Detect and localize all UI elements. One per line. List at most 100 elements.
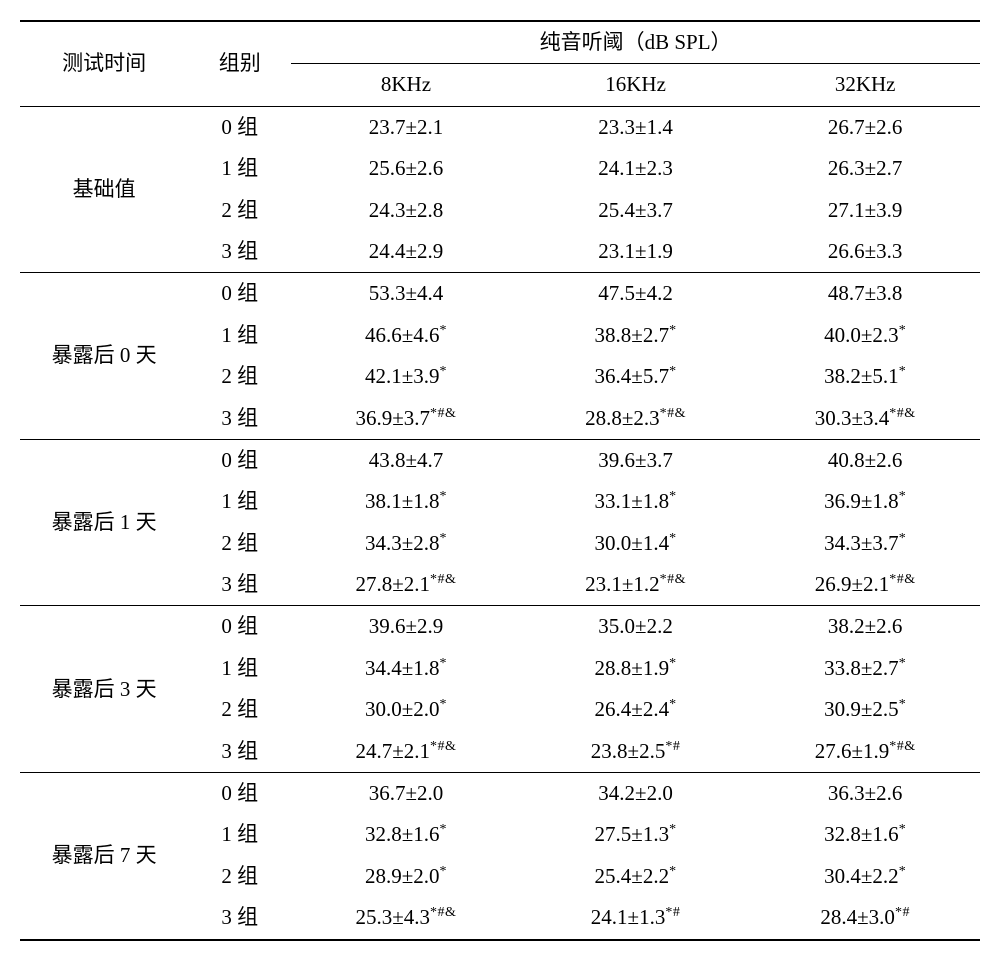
value-text: 36.7±2.0	[369, 781, 444, 805]
value-text: 27.6±1.9	[815, 739, 890, 763]
significance-marker: *#	[665, 905, 680, 920]
value-cell: 38.1±1.8*	[291, 481, 521, 522]
value-cell: 38.2±2.6	[750, 606, 980, 648]
value-cell: 24.3±2.8	[291, 190, 521, 231]
value-text: 25.3±4.3	[356, 905, 431, 929]
value-text: 38.8±2.7	[595, 323, 670, 347]
value-cell: 32.8±1.6*	[750, 814, 980, 855]
significance-marker: *	[899, 822, 907, 837]
value-cell: 23.1±1.2*#&	[521, 564, 751, 606]
value-cell: 25.4±2.2*	[521, 856, 751, 897]
value-text: 27.5±1.3	[595, 822, 670, 846]
data-table-container: 测试时间 组别 纯音听阈（dB SPL） 8KHz 16KHz 32KHz 基础…	[20, 20, 980, 941]
value-text: 30.0±1.4	[595, 531, 670, 555]
value-cell: 36.7±2.0	[291, 773, 521, 815]
group-cell: 1 组	[188, 315, 291, 356]
header-spanning: 纯音听阈（dB SPL）	[291, 21, 980, 64]
value-text: 23.1±1.9	[598, 239, 673, 263]
value-text: 36.9±1.8	[824, 489, 899, 513]
value-cell: 24.1±1.3*#	[521, 897, 751, 939]
significance-marker: *	[439, 531, 447, 546]
significance-marker: *#&	[889, 406, 915, 421]
value-text: 24.4±2.9	[369, 239, 444, 263]
header-col-16khz: 16KHz	[521, 64, 751, 106]
value-text: 43.8±4.7	[369, 448, 444, 472]
value-cell: 23.7±2.1	[291, 106, 521, 148]
group-cell: 0 组	[188, 773, 291, 815]
significance-marker: *	[669, 489, 677, 504]
value-cell: 24.4±2.9	[291, 231, 521, 273]
value-cell: 35.0±2.2	[521, 606, 751, 648]
significance-marker: *#&	[430, 572, 456, 587]
block-label: 基础值	[20, 106, 188, 273]
value-cell: 26.7±2.6	[750, 106, 980, 148]
value-cell: 30.0±2.0*	[291, 689, 521, 730]
block-label: 暴露后 3 天	[20, 606, 188, 773]
value-cell: 25.4±3.7	[521, 190, 751, 231]
significance-marker: *	[439, 697, 447, 712]
value-text: 25.6±2.6	[369, 156, 444, 180]
value-cell: 28.4±3.0*#	[750, 897, 980, 939]
significance-marker: *	[899, 323, 907, 338]
table-row: 暴露后 1 天0 组43.8±4.739.6±3.740.8±2.6	[20, 439, 980, 481]
group-cell: 0 组	[188, 273, 291, 315]
table-row: 暴露后 3 天0 组39.6±2.935.0±2.238.2±2.6	[20, 606, 980, 648]
value-cell: 26.4±2.4*	[521, 689, 751, 730]
value-text: 36.9±3.7	[356, 406, 431, 430]
value-cell: 23.8±2.5*#	[521, 731, 751, 773]
value-cell: 33.1±1.8*	[521, 481, 751, 522]
group-cell: 0 组	[188, 606, 291, 648]
value-text: 26.7±2.6	[828, 115, 903, 139]
value-text: 39.6±3.7	[598, 448, 673, 472]
value-text: 30.9±2.5	[824, 697, 899, 721]
value-text: 40.8±2.6	[828, 448, 903, 472]
value-cell: 43.8±4.7	[291, 439, 521, 481]
significance-marker: *#&	[430, 905, 456, 920]
value-text: 35.0±2.2	[598, 614, 673, 638]
value-text: 40.0±2.3	[824, 323, 899, 347]
value-cell: 34.3±2.8*	[291, 523, 521, 564]
value-cell: 34.3±3.7*	[750, 523, 980, 564]
value-cell: 36.3±2.6	[750, 773, 980, 815]
value-text: 24.7±2.1	[356, 739, 431, 763]
value-cell: 39.6±3.7	[521, 439, 751, 481]
significance-marker: *#	[895, 905, 910, 920]
value-text: 26.3±2.7	[828, 156, 903, 180]
value-text: 23.8±2.5	[591, 739, 666, 763]
value-cell: 25.3±4.3*#&	[291, 897, 521, 939]
significance-marker: *	[899, 489, 907, 504]
significance-marker: *	[899, 364, 907, 379]
value-text: 34.2±2.0	[598, 781, 673, 805]
group-cell: 0 组	[188, 106, 291, 148]
group-cell: 1 组	[188, 148, 291, 189]
value-cell: 30.3±3.4*#&	[750, 398, 980, 440]
value-text: 26.6±3.3	[828, 239, 903, 263]
group-cell: 3 组	[188, 398, 291, 440]
value-cell: 24.7±2.1*#&	[291, 731, 521, 773]
value-text: 33.1±1.8	[595, 489, 670, 513]
value-cell: 36.4±5.7*	[521, 356, 751, 397]
group-cell: 2 组	[188, 356, 291, 397]
threshold-table: 测试时间 组别 纯音听阈（dB SPL） 8KHz 16KHz 32KHz 基础…	[20, 20, 980, 941]
table-body: 基础值0 组23.7±2.123.3±1.426.7±2.61 组25.6±2.…	[20, 106, 980, 939]
value-cell: 53.3±4.4	[291, 273, 521, 315]
value-text: 30.3±3.4	[815, 406, 890, 430]
header-test-time: 测试时间	[20, 21, 188, 106]
group-cell: 1 组	[188, 814, 291, 855]
value-text: 23.3±1.4	[598, 115, 673, 139]
group-cell: 2 组	[188, 856, 291, 897]
group-cell: 3 组	[188, 564, 291, 606]
header-col-8khz: 8KHz	[291, 64, 521, 106]
significance-marker: *	[439, 822, 447, 837]
significance-marker: *	[439, 323, 447, 338]
value-cell: 39.6±2.9	[291, 606, 521, 648]
value-text: 34.3±3.7	[824, 531, 899, 555]
value-text: 25.4±2.2	[595, 864, 670, 888]
table-row: 暴露后 7 天0 组36.7±2.034.2±2.036.3±2.6	[20, 773, 980, 815]
value-text: 28.8±2.3	[585, 406, 660, 430]
significance-marker: *	[669, 323, 677, 338]
significance-marker: *	[669, 697, 677, 712]
significance-marker: *#&	[660, 572, 686, 587]
value-text: 32.8±1.6	[365, 822, 440, 846]
value-cell: 38.2±5.1*	[750, 356, 980, 397]
